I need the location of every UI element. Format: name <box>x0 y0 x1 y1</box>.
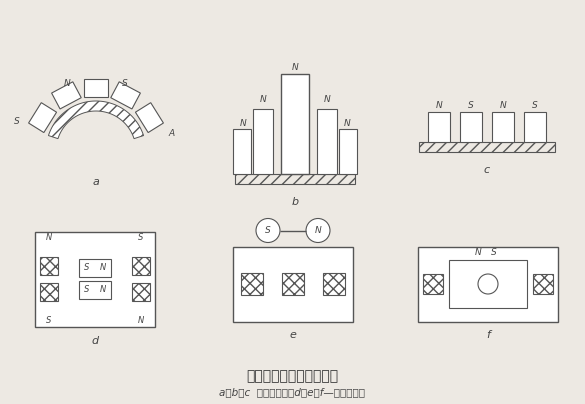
Text: N: N <box>500 101 507 111</box>
Text: N: N <box>324 95 331 105</box>
Text: S: S <box>122 79 128 88</box>
Bar <box>79 281 111 299</box>
Text: N: N <box>474 248 481 257</box>
Text: a、b、c  开放型磁系；d、e、f—闭合型磁系: a、b、c 开放型磁系；d、e、f—闭合型磁系 <box>219 387 365 397</box>
Text: N: N <box>100 286 106 295</box>
Bar <box>233 246 353 322</box>
Text: d: d <box>91 335 98 345</box>
Text: 开放型磁系和闭合型磁系: 开放型磁系和闭合型磁系 <box>246 369 338 383</box>
Bar <box>533 274 553 294</box>
Text: S: S <box>491 248 497 257</box>
Bar <box>428 112 450 142</box>
Polygon shape <box>49 101 143 139</box>
Bar <box>419 142 555 152</box>
Bar <box>40 283 58 301</box>
Bar <box>132 283 150 301</box>
Bar <box>524 112 546 142</box>
Text: N: N <box>64 79 70 88</box>
Bar <box>418 246 558 322</box>
Polygon shape <box>111 82 140 109</box>
Text: S: S <box>265 226 271 235</box>
Bar <box>339 129 357 174</box>
Polygon shape <box>51 82 81 109</box>
Text: S: S <box>138 233 144 242</box>
Bar <box>35 231 155 326</box>
Bar <box>253 109 273 174</box>
Text: N: N <box>260 95 266 105</box>
Text: N: N <box>138 316 144 325</box>
Bar <box>79 259 111 277</box>
Bar <box>282 273 304 295</box>
Text: f: f <box>486 330 490 341</box>
Text: N: N <box>46 233 52 242</box>
Text: S: S <box>84 263 90 273</box>
Circle shape <box>256 219 280 242</box>
Bar <box>449 260 527 308</box>
Bar <box>132 257 150 275</box>
Text: A: A <box>169 130 175 139</box>
Bar <box>235 174 355 184</box>
Bar <box>423 274 443 294</box>
Text: a: a <box>92 177 99 187</box>
Bar <box>492 112 514 142</box>
Bar <box>460 112 482 142</box>
Polygon shape <box>136 103 163 133</box>
Text: c: c <box>484 165 490 175</box>
Bar <box>233 129 251 174</box>
Text: N: N <box>100 263 106 273</box>
Text: N: N <box>292 63 298 72</box>
Polygon shape <box>29 103 57 133</box>
Text: N: N <box>343 118 350 128</box>
Text: S: S <box>46 316 51 325</box>
Text: N: N <box>315 226 321 235</box>
Text: S: S <box>84 286 90 295</box>
Polygon shape <box>84 79 108 97</box>
Bar <box>281 74 309 174</box>
Text: N: N <box>436 101 442 111</box>
Circle shape <box>306 219 330 242</box>
Bar <box>317 109 337 174</box>
Text: b: b <box>291 197 298 207</box>
Text: N: N <box>240 118 246 128</box>
Bar <box>323 273 345 295</box>
Text: S: S <box>14 118 20 126</box>
Circle shape <box>478 274 498 294</box>
Text: S: S <box>532 101 538 111</box>
Bar <box>241 273 263 295</box>
Text: S: S <box>468 101 474 111</box>
Text: e: e <box>290 330 297 341</box>
Bar <box>40 257 58 275</box>
